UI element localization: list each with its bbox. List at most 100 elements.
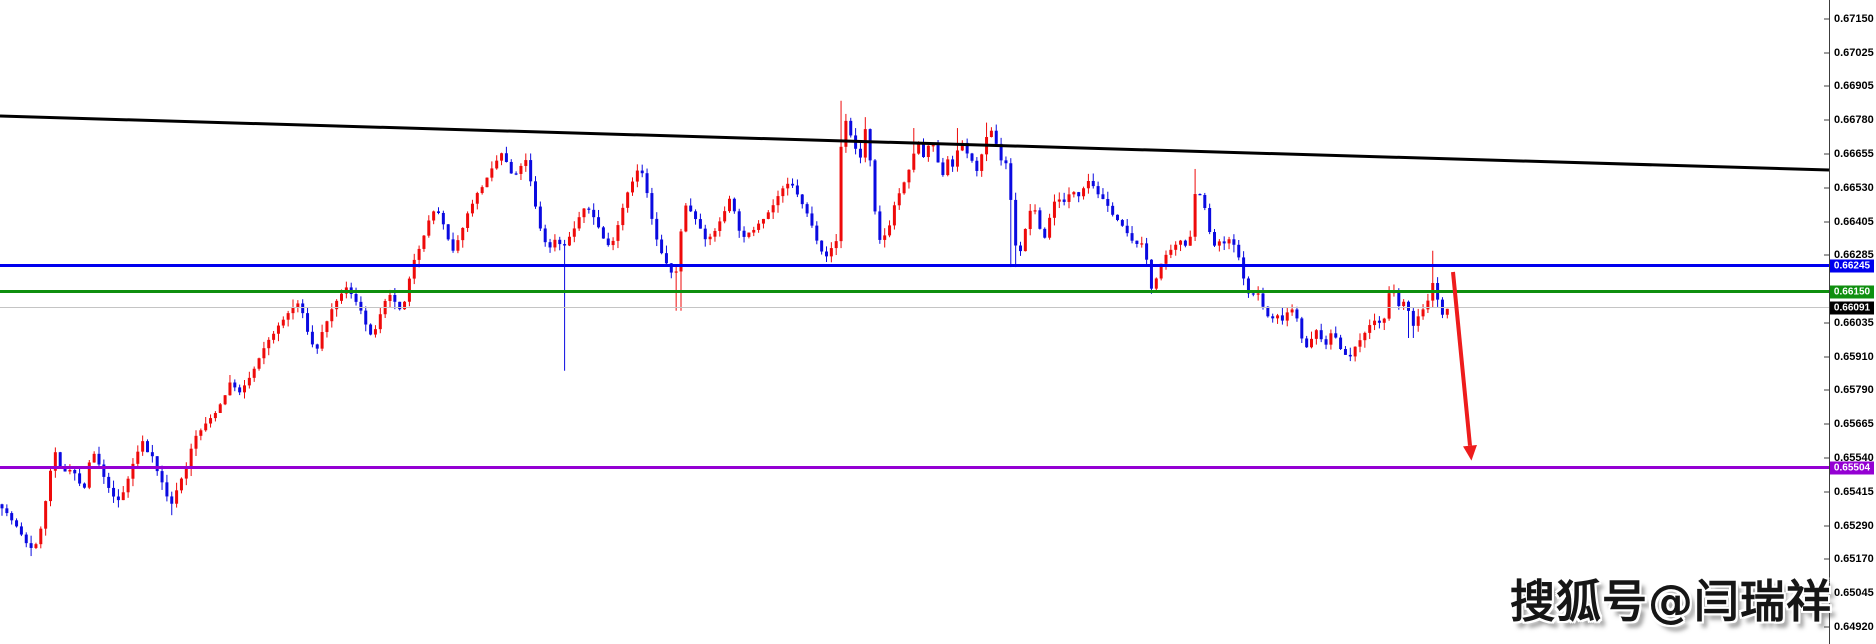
candle-body [0, 504, 4, 509]
candle-body [1353, 346, 1357, 357]
sell-projection-arrow-shaft[interactable] [1451, 271, 1472, 446]
candle-body [994, 130, 998, 144]
candle-body [437, 211, 440, 213]
candle-body [640, 170, 644, 174]
candle-body [121, 492, 125, 501]
candle-body [771, 205, 775, 213]
candle-body [68, 470, 72, 472]
candle-body [917, 142, 921, 154]
candle-body [1019, 245, 1022, 252]
candle-body [107, 476, 111, 488]
candle-body [194, 435, 198, 449]
candle-body [417, 248, 421, 260]
candle-body [39, 528, 43, 545]
candle-body [252, 368, 256, 378]
candle-body [301, 303, 305, 314]
candle-body [601, 227, 605, 239]
candle-body [1140, 243, 1144, 245]
candle-body [534, 181, 537, 207]
candle-body [267, 339, 271, 349]
candle-body [829, 248, 833, 257]
candle-body [490, 168, 494, 178]
candle-body [965, 142, 969, 154]
candle-body [1111, 205, 1115, 215]
candle-body [587, 208, 591, 210]
candle-body [888, 225, 892, 236]
candle-body [1343, 349, 1347, 355]
candle-body [679, 231, 683, 272]
candle-body [1086, 180, 1090, 189]
candle-body [1339, 337, 1343, 350]
candle-body [310, 331, 314, 345]
candle-body [669, 263, 673, 273]
candle-body [1377, 320, 1381, 323]
candle-body [1052, 201, 1056, 218]
candle-body [1164, 254, 1168, 264]
candle-body [1256, 293, 1260, 295]
candle-body [786, 183, 790, 189]
candle-body [427, 220, 431, 236]
candle-body [718, 221, 722, 231]
candle-body [369, 324, 373, 335]
candle-body [218, 404, 222, 414]
candle-body [747, 232, 751, 237]
candle-body [791, 183, 795, 186]
candle-body [902, 182, 906, 194]
candle-body [655, 218, 659, 240]
candle-body [24, 534, 28, 544]
candle-body [572, 228, 576, 237]
candle-body [694, 211, 698, 220]
candle-body [1014, 199, 1018, 246]
candle-body [398, 301, 402, 310]
candle-body [509, 161, 513, 174]
candle-body [1072, 192, 1076, 195]
candle-body [1203, 194, 1207, 208]
candle-body [553, 239, 557, 248]
candle-body [126, 478, 130, 493]
candle-body [1314, 330, 1318, 339]
candle-body [1237, 244, 1241, 258]
candle-body [146, 441, 149, 453]
candle-body [980, 154, 984, 171]
candle-body [359, 301, 363, 311]
candle-body [175, 490, 179, 504]
candle-body [1096, 186, 1100, 195]
candle-body [262, 348, 266, 359]
candle-body [1232, 239, 1236, 245]
candle-body [1125, 225, 1129, 234]
candle-body [233, 382, 237, 388]
candle-body [1130, 233, 1134, 241]
candle-body [504, 153, 508, 162]
candle-body [631, 181, 634, 193]
candle-body [951, 159, 955, 167]
candle-body [723, 211, 727, 222]
candle-body [1227, 239, 1231, 244]
candle-body [1373, 320, 1377, 326]
candle-body [1145, 243, 1149, 260]
candle-body [1319, 330, 1323, 340]
descending-trendline[interactable] [0, 114, 1830, 172]
candle-body [1242, 257, 1246, 279]
candle-body [577, 217, 581, 229]
candle-body [58, 452, 62, 468]
candle-body [78, 473, 82, 484]
candle-body [1324, 339, 1328, 345]
candle-body [1009, 163, 1013, 200]
candle-body [1217, 241, 1221, 246]
candle-body [543, 228, 547, 243]
candle-body [480, 187, 484, 194]
candle-body [1246, 278, 1250, 294]
candle-body [1329, 333, 1333, 345]
candle-body [49, 470, 52, 502]
candle-body [548, 242, 552, 248]
candle-body [1382, 318, 1386, 323]
candle-body [1411, 310, 1415, 326]
candle-body [1004, 160, 1008, 164]
sell-projection-arrowhead[interactable] [1463, 444, 1477, 461]
candle-body [892, 205, 896, 226]
candle-body [1295, 309, 1299, 319]
candle-body [1261, 293, 1265, 307]
candle-body [597, 217, 601, 228]
